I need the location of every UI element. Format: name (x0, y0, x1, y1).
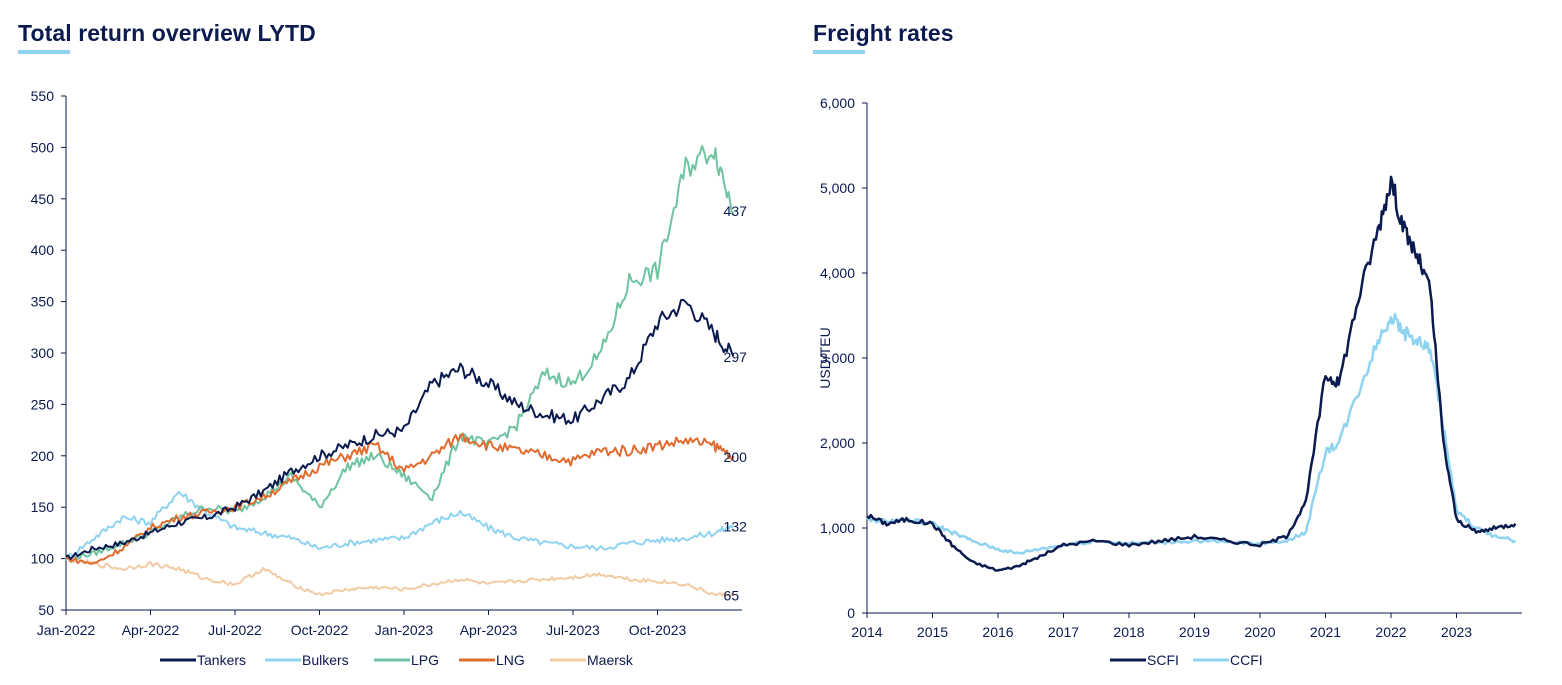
y-tick-label: 250 (31, 396, 55, 412)
x-tick-label: Apr-2022 (122, 622, 180, 638)
x-tick-label: Jul-2023 (546, 622, 600, 638)
series-line-bulkers (65, 491, 735, 561)
series-line-ccfi (866, 312, 1517, 555)
end-label-bulkers: 132 (724, 519, 748, 535)
end-label-tankers: 297 (724, 349, 748, 365)
title-underline-right (813, 50, 865, 54)
y-tick-label: 150 (31, 499, 55, 515)
y-tick-label: 1,000 (820, 520, 855, 536)
x-tick-label: 2018 (1113, 624, 1144, 640)
legend-label-scfi: SCFI (1147, 652, 1179, 668)
x-tick-label: 2017 (1048, 624, 1079, 640)
y-tick-label: 2,000 (820, 435, 855, 451)
total-return-chart: 550 500 450 400 350 300 250 200 150 100 50 Jan-2022… (31, 88, 747, 668)
chart-title-total-return: Total return overview LYTD (18, 20, 316, 46)
legend-label-lng: LNG (496, 652, 525, 668)
x-tick-label: Jan-2022 (37, 622, 96, 638)
end-label-lng: 200 (724, 449, 748, 465)
x-tick-label: 2016 (982, 624, 1013, 640)
x-tick-label: Jul-2022 (208, 622, 262, 638)
chart-title-freight-rates: Freight rates (813, 20, 954, 46)
freight-rates-chart: 6,000 5,000 4,000 3,000 2,000 1,000 0 2014 2015 2… (817, 95, 1522, 668)
legend-label-bulkers: Bulkers (302, 652, 349, 668)
y-tick-label: 550 (31, 88, 55, 104)
legend-label-ccfi: CCFI (1230, 652, 1263, 668)
y-tick-label: 0 (847, 605, 855, 621)
x-tick-label: 2022 (1375, 624, 1406, 640)
y-tick-label: 3,000 (820, 350, 855, 366)
x-tick-label: 2019 (1179, 624, 1210, 640)
legend-label-lpg: LPG (411, 652, 439, 668)
y-tick-label: 500 (31, 139, 55, 155)
y-tick-label: 450 (31, 191, 55, 207)
x-tick-label: 2015 (917, 624, 948, 640)
y-tick-label: 300 (31, 345, 55, 361)
series-line-lng (65, 432, 735, 565)
x-tick-label: Oct-2023 (629, 622, 687, 638)
y-tick-label: 200 (31, 448, 55, 464)
x-tick-label: Jan-2023 (375, 622, 434, 638)
x-tick-label: 2020 (1244, 624, 1275, 640)
y-tick-label: 100 (31, 551, 55, 567)
y-tick-label: 400 (31, 242, 55, 258)
x-tick-label: Apr-2023 (460, 622, 518, 638)
end-label-maersk: 65 (724, 588, 740, 604)
y-axis-label: USD/TEU (817, 327, 833, 388)
series-line-tankers (65, 298, 735, 561)
x-tick-label: 2023 (1441, 624, 1472, 640)
end-label-lpg: 437 (724, 203, 748, 219)
y-tick-label: 350 (31, 294, 55, 310)
y-tick-label: 50 (38, 602, 54, 618)
title-underline-left (18, 50, 70, 54)
x-tick-label: 2021 (1310, 624, 1341, 640)
y-tick-label: 6,000 (820, 95, 855, 111)
series-line-scfi (866, 175, 1517, 572)
legend-label-tankers: Tankers (197, 652, 246, 668)
x-tick-label: 2014 (851, 624, 882, 640)
y-tick-label: 5,000 (820, 180, 855, 196)
y-tick-label: 4,000 (820, 265, 855, 281)
legend-label-maersk: Maersk (587, 652, 634, 668)
series-line-lpg (65, 145, 735, 560)
x-tick-label: Oct-2022 (291, 622, 349, 638)
series-line-maersk (65, 556, 735, 597)
